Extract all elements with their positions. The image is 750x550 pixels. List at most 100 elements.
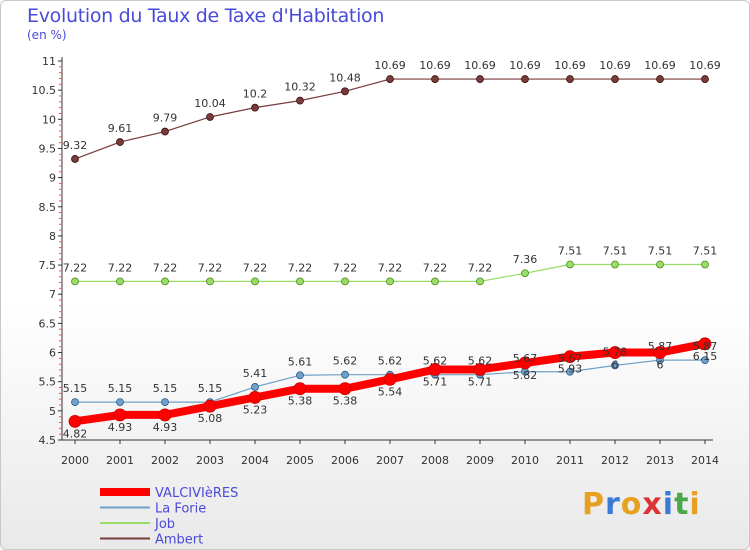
x-tick-label: 2003 <box>196 454 224 467</box>
data-point <box>431 277 439 286</box>
data-point <box>206 113 214 121</box>
data-point <box>158 408 172 422</box>
data-point <box>476 75 484 83</box>
data-label: 7.22 <box>288 261 313 274</box>
x-tick-label: 2007 <box>376 454 404 467</box>
data-label: 5.62 <box>378 355 403 368</box>
data-label: 4.82 <box>63 427 88 440</box>
x-tick-label: 2000 <box>61 454 89 467</box>
data-point <box>341 370 349 379</box>
data-label: 10.69 <box>419 59 451 72</box>
data-label: 5.67 <box>558 352 583 365</box>
data-point <box>116 398 124 407</box>
data-label: 6.15 <box>693 350 718 363</box>
data-label: 6 <box>657 359 664 372</box>
data-point <box>116 277 124 286</box>
data-point <box>521 269 529 278</box>
data-point <box>341 277 349 286</box>
data-label: 5.38 <box>333 395 358 408</box>
y-tick-label: 4.5 <box>39 434 57 447</box>
y-tick-label: 6.5 <box>39 317 57 330</box>
data-label: 7.22 <box>63 261 88 274</box>
x-tick-label: 2009 <box>466 454 494 467</box>
data-point <box>566 367 574 376</box>
logo-letter: r <box>605 487 621 522</box>
data-label: 5.08 <box>198 412 223 425</box>
data-label: 6 <box>612 359 619 372</box>
data-point <box>428 363 442 376</box>
y-tick-label: 9.5 <box>39 142 57 155</box>
y-tick-label: 8 <box>49 230 56 243</box>
data-point <box>116 138 124 146</box>
data-label: 5.93 <box>558 363 583 376</box>
legend-label: Job <box>154 517 175 532</box>
data-point <box>566 75 574 83</box>
data-point <box>653 346 667 359</box>
legend-label: Ambert <box>155 533 203 548</box>
data-point <box>113 408 127 422</box>
data-label: 7.22 <box>333 261 358 274</box>
data-label: 4.93 <box>108 421 133 434</box>
data-point <box>71 155 79 163</box>
data-label: 10.69 <box>689 59 721 72</box>
logo-letter: i <box>689 487 701 522</box>
data-label: 5.15 <box>63 382 88 395</box>
data-label: 9.79 <box>153 112 178 125</box>
data-label: 7.22 <box>378 261 403 274</box>
data-label: 10.48 <box>329 71 361 84</box>
data-label: 5.71 <box>423 375 448 388</box>
data-label: 5.62 <box>333 355 358 368</box>
data-point <box>473 363 487 376</box>
data-label: 7.51 <box>558 244 583 257</box>
y-tick-label: 7 <box>49 288 56 301</box>
data-point <box>251 277 259 286</box>
data-label: 7.36 <box>513 253 538 266</box>
data-point <box>608 346 622 359</box>
data-label: 5.23 <box>243 403 268 416</box>
data-label: 10.69 <box>509 59 541 72</box>
data-point <box>341 87 349 96</box>
y-tick-label: 10 <box>42 113 56 126</box>
x-tick-label: 2002 <box>151 454 179 467</box>
data-label: 7.22 <box>108 261 133 274</box>
data-label: 5.78 <box>603 345 628 358</box>
data-point <box>611 361 619 370</box>
y-tick-label: 5 <box>49 405 56 418</box>
data-label: 5.38 <box>288 395 313 408</box>
x-tick-label: 2012 <box>601 454 629 467</box>
data-label: 4.93 <box>153 421 178 434</box>
y-tick-label: 7.5 <box>39 259 57 272</box>
data-point <box>296 277 304 286</box>
data-label: 5.41 <box>243 367 268 380</box>
data-label: 7.22 <box>243 261 268 274</box>
data-label: 10.69 <box>644 59 676 72</box>
data-label: 5.61 <box>288 355 313 368</box>
data-point <box>383 372 397 386</box>
data-label: 5.62 <box>468 355 493 368</box>
data-point <box>71 277 79 286</box>
data-point <box>701 75 709 83</box>
logo-letter: x <box>642 487 663 522</box>
data-point <box>251 383 259 391</box>
data-point <box>611 75 619 83</box>
data-label: 7.22 <box>198 261 223 274</box>
y-tick-label: 8.5 <box>39 201 57 214</box>
data-point <box>206 277 214 286</box>
data-label: 7.51 <box>693 244 718 257</box>
data-label: 5.15 <box>198 382 223 395</box>
data-point <box>701 260 709 269</box>
x-tick-label: 2011 <box>556 454 584 467</box>
data-point <box>296 96 304 105</box>
data-point <box>563 350 577 364</box>
x-tick-label: 2010 <box>511 454 539 467</box>
data-point <box>521 75 529 83</box>
data-label: 7.51 <box>648 244 673 257</box>
data-point <box>701 356 709 365</box>
logo-letter: i <box>662 487 675 522</box>
x-tick-label: 2006 <box>331 454 359 467</box>
data-label: 10.69 <box>464 59 496 72</box>
x-tick-label: 2013 <box>646 454 674 467</box>
x-tick-label: 2001 <box>106 454 134 467</box>
data-point <box>248 391 262 404</box>
y-tick-label: 10.5 <box>32 84 57 97</box>
